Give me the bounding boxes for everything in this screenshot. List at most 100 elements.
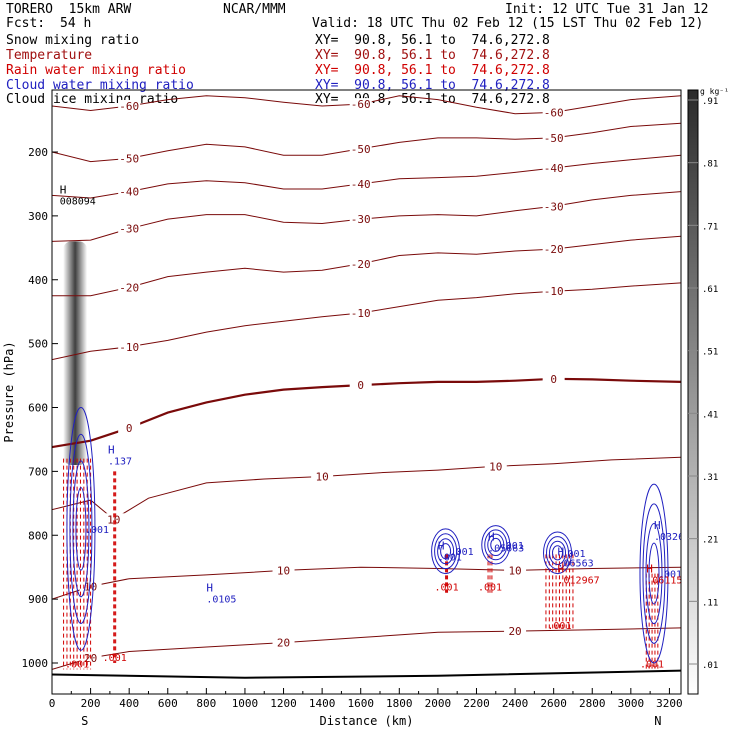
isotherm-label: -20 [119,281,139,294]
x-tick-label: 1800 [386,697,413,710]
y-tick-label: 600 [28,402,48,415]
isotherm-label-bg [542,161,565,173]
max-marker: H [558,562,565,575]
isotherm-label-bg [504,564,527,576]
legend-cloudwater-xy: XY= 90.8, 56.1 to 74.6,272.8 [315,78,550,93]
cloud-water-contour [484,529,508,561]
org-label: NCAR/MMM [223,2,286,17]
isotherm-8 [52,566,681,600]
colorbar-tick-label: .01 [702,661,718,671]
colorbar-tick-label: .61 [702,285,718,295]
endpoint-left-label: S [81,714,88,728]
max-value: .05663 [488,543,524,554]
colorbar-tick-label: .51 [702,348,718,358]
x-tick-label: 2800 [579,697,606,710]
isotherm-label-bg [542,131,565,143]
max-value: .06563 [558,559,594,570]
y-tick-label: 200 [28,146,48,159]
isotherm-label: 0 [357,379,364,392]
isotherm-label-bg [542,285,565,297]
y-tick-label: 400 [28,274,48,287]
x-tick-label: 1400 [309,697,336,710]
isotherm-label-bg [542,200,565,212]
isotherm-label-bg [118,281,141,293]
isotherm-label-bg [349,177,372,189]
isotherm-label: 0 [550,373,557,386]
y-tick-label: 1000 [22,657,49,670]
max-marker: H [206,581,213,594]
legend-temp-name: Temperature [6,48,93,63]
isotherm-label-bg [349,213,372,225]
isotherm-label: -50 [351,143,371,156]
isotherm-label: -30 [544,200,564,213]
valid-time: Valid: 18 UTC Thu 02 Feb 12 (15 LST Thu … [312,16,704,31]
isotherm-label-bg [272,564,295,576]
cloud-water-contour [639,483,669,664]
isotherm-label-bg [542,106,565,118]
isotherm-label-bg [542,372,565,384]
max-marker: H [646,562,653,575]
cloud-water-contour [431,528,461,575]
cloud-water-value: .001 [658,570,682,581]
cloud-water-value: .001 [450,547,474,558]
colorbar-unit: g kg⁻¹ [700,87,729,96]
rain-value: .001 [65,659,89,670]
x-tick-label: 1600 [347,697,374,710]
isotherm-label: -40 [119,186,139,199]
isotherm-label-bg [118,421,141,433]
isotherm-label: -30 [119,223,139,236]
cloud-water-contour [642,503,666,644]
x-tick-label: 400 [119,697,139,710]
colorbar-tick-label: .91 [702,97,718,107]
x-tick-label: 2600 [540,697,567,710]
cloud-water-contour [437,538,455,565]
y-tick-label: 800 [28,529,48,542]
isotherm-label: -10 [351,307,371,320]
x-tick-label: 2200 [463,697,490,710]
rain-value: .001 [547,621,571,632]
isotherm-label: -10 [544,285,564,298]
x-tick-label: 800 [196,697,216,710]
x-axis-title: Distance (km) [320,714,414,728]
max-value: .012967 [558,575,600,586]
isotherm-label-bg [102,513,125,525]
isotherm-label: -40 [544,162,564,175]
x-tick-label: 0 [49,697,56,710]
max-value: .137 [108,456,132,467]
y-tick-label: 500 [28,338,48,351]
isotherm-label-bg [349,379,372,391]
x-tick-label: 2400 [502,697,529,710]
max-marker: H [60,184,67,197]
cloud-water-contour [69,433,93,625]
rain-value: .001 [478,583,502,594]
isotherm-7 [52,456,681,520]
isotherm-label-bg [484,460,507,472]
isotherm-2 [52,154,681,199]
isotherm-label: -40 [351,178,371,191]
max-value: .0326 [654,532,684,543]
isotherm-label-bg [349,98,372,110]
cloud-water-contour [648,542,660,605]
max-value: 008094 [60,197,96,208]
x-tick-label: 2000 [425,697,452,710]
isotherm-label: -30 [351,213,371,226]
isotherm-label: 20 [508,625,521,638]
isotherm-label-bg [311,470,334,482]
isotherm-label: 20 [277,637,290,650]
cloud-water-contour [481,525,511,565]
colorbar-bar [687,89,699,695]
rain-value: .001 [640,659,664,670]
isotherm-label: -50 [119,152,139,165]
max-value: .001 [438,552,462,563]
isotherm-label: -60 [119,100,139,113]
colorbar-tick-label: .21 [702,536,718,546]
surface-line [52,669,681,679]
x-tick-label: 3000 [618,697,645,710]
y-tick-label: 300 [28,210,48,223]
colorbar-tick-label: .71 [702,222,718,232]
y-tick-label: 700 [28,465,48,478]
cloud-water-contour [549,540,567,565]
cloud-water-contour [66,407,96,651]
colorbar-tick-label: .31 [702,473,718,483]
colorbar-tick-label: .81 [702,160,718,170]
